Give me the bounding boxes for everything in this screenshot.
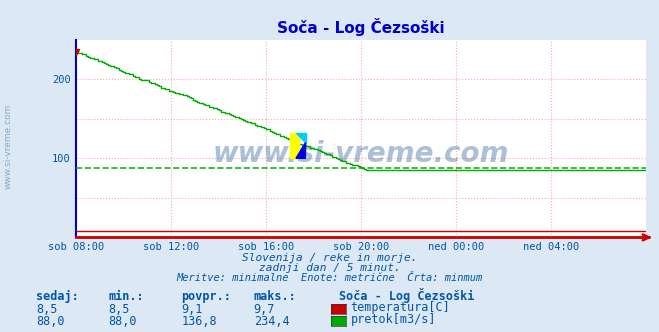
Text: pretok[m3/s]: pretok[m3/s] <box>351 313 436 326</box>
Text: 136,8: 136,8 <box>181 315 217 328</box>
Text: Meritve: minimalne  Enote: metrične  Črta: minmum: Meritve: minimalne Enote: metrične Črta:… <box>177 273 482 283</box>
Text: temperatura[C]: temperatura[C] <box>351 301 450 314</box>
Text: Slovenija / reke in morje.: Slovenija / reke in morje. <box>242 253 417 263</box>
Text: www.si-vreme.com: www.si-vreme.com <box>213 140 509 168</box>
Text: 88,0: 88,0 <box>109 315 137 328</box>
Title: Soča - Log Čezsoški: Soča - Log Čezsoški <box>277 18 445 36</box>
Polygon shape <box>296 133 306 142</box>
Text: zadnji dan / 5 minut.: zadnji dan / 5 minut. <box>258 263 401 273</box>
Text: 234,4: 234,4 <box>254 315 289 328</box>
Text: Soča - Log Čezsoški: Soča - Log Čezsoški <box>339 289 474 303</box>
Text: 8,5: 8,5 <box>109 303 130 316</box>
Text: min.:: min.: <box>109 290 144 303</box>
Text: povpr.:: povpr.: <box>181 290 231 303</box>
Polygon shape <box>296 142 306 158</box>
Text: www.si-vreme.com: www.si-vreme.com <box>4 103 13 189</box>
Text: 9,1: 9,1 <box>181 303 202 316</box>
Text: maks.:: maks.: <box>254 290 297 303</box>
Text: 88,0: 88,0 <box>36 315 65 328</box>
Text: 8,5: 8,5 <box>36 303 57 316</box>
Text: sedaj:: sedaj: <box>36 290 79 303</box>
Text: 9,7: 9,7 <box>254 303 275 316</box>
